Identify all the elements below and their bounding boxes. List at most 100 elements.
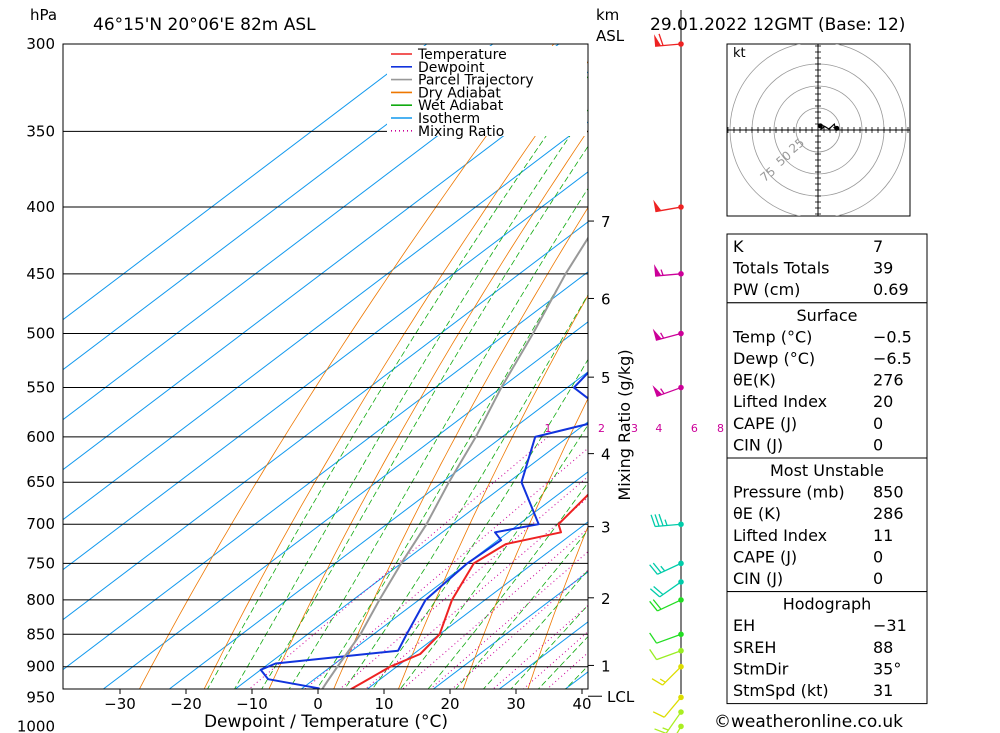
pressure-tick-label: 750 — [26, 554, 55, 572]
wind-barb — [654, 264, 684, 277]
wind-barb — [652, 328, 684, 341]
pressure-tick-label: 400 — [26, 198, 55, 216]
wet-adiabat-line — [371, 358, 588, 689]
table-row-value: 850 — [873, 483, 904, 502]
table-row-label: EH — [733, 616, 755, 635]
table-row-value: 0 — [873, 435, 883, 454]
table-row-value: 11 — [873, 526, 893, 545]
asl-unit-label: ASL — [596, 27, 625, 45]
legend-entry: Parcel Trajectory — [418, 73, 534, 89]
table-row-value: 88 — [873, 638, 893, 657]
temperature-line — [349, 493, 588, 689]
legend-entry: Mixing Ratio — [418, 124, 504, 140]
wind-barb — [652, 694, 684, 718]
km-tick-label: 2 — [601, 590, 611, 608]
isotherm-line — [168, 371, 588, 689]
hpa-unit-label: hPa — [30, 6, 57, 24]
diagram-grid — [63, 44, 1000, 733]
temp-tick-label: −20 — [170, 695, 202, 713]
wind-barb — [649, 631, 684, 644]
wet-adiabat-line — [207, 75, 588, 689]
wind-barb — [649, 579, 684, 598]
legend-entry: Temperature — [417, 47, 507, 63]
mixing-ratio-label: 6 — [691, 422, 698, 435]
isotherm-line — [63, 271, 588, 671]
wind-barb — [649, 647, 684, 661]
lcl-label: LCL — [607, 688, 635, 706]
isotherm-line — [63, 44, 494, 371]
table-row-value: −31 — [873, 616, 907, 635]
isotherm-line — [63, 44, 428, 321]
most-unstable-table: Most Unstable Pressure (mb) 850 θE (K) 286 Li… — [726, 457, 928, 593]
table-row-label: Lifted Index — [733, 526, 827, 545]
pressure-tick-label: 900 — [26, 658, 55, 676]
indices-table: K 7 Totals Totals 39 PW (cm) 0.69 — [726, 233, 928, 304]
isotherm-line — [432, 571, 588, 689]
wet-adiabat-line — [234, 108, 588, 689]
pressure-tick-label: 350 — [26, 122, 55, 140]
isotherm-line — [366, 521, 588, 689]
isotherm-line — [63, 44, 560, 421]
mixing-ratio-label: 3 — [631, 422, 638, 435]
legend-entry: Wet Adiabat — [418, 98, 504, 114]
datetime-title: 29.01.2022 12GMT (Base: 12) — [650, 15, 905, 35]
wind-barb — [654, 33, 684, 47]
profile-series — [259, 236, 588, 689]
pressure-tick-label: 1000 — [17, 717, 55, 733]
temp-tick-label: 40 — [572, 695, 591, 713]
km-tick-label: 7 — [601, 213, 611, 231]
temp-tick-label: −10 — [236, 695, 268, 713]
temp-tick-label: 0 — [313, 695, 323, 713]
mixing-ratio-line — [339, 475, 588, 689]
surface-table: Surface Temp (°C) −0.5 Dewp (°C) −6.5 θE(K) 27… — [726, 302, 928, 459]
legend-box — [387, 46, 587, 136]
wind-barb — [649, 597, 684, 612]
pressure-tick-label: 600 — [26, 428, 55, 446]
pressure-tick-label: 850 — [26, 625, 55, 643]
wind-barb — [653, 199, 684, 213]
mixing-ratio-line — [364, 496, 588, 689]
table-row-label: Lifted Index — [733, 392, 827, 411]
table-title: Most Unstable — [770, 461, 884, 480]
km-tick-label: 4 — [601, 446, 611, 464]
wind-barb — [649, 560, 684, 575]
isotherm-line — [63, 221, 588, 621]
legend-entry: Isotherm — [418, 111, 480, 127]
mixing-ratio-label: 4 — [655, 422, 662, 435]
table-row-label: CIN (J) — [733, 435, 783, 454]
table-title: Surface — [797, 306, 858, 325]
wind-barb — [652, 384, 684, 398]
parcel-trajectory-line — [321, 236, 588, 689]
table-row-value: −0.5 — [873, 327, 912, 346]
km-tick-label: 3 — [601, 519, 611, 537]
table-row-value: 0.69 — [873, 280, 909, 299]
pressure-tick-label: 800 — [26, 591, 55, 609]
temp-tick-label: 30 — [506, 695, 525, 713]
km-tick-label: 5 — [601, 369, 611, 387]
temp-tick-label: 10 — [374, 695, 393, 713]
pressure-tick-label: 450 — [26, 265, 55, 283]
pressure-tick-label: 950 — [26, 688, 55, 706]
copyright[interactable]: ©weatheronline.co.uk — [714, 712, 903, 732]
table-row-value: 286 — [873, 504, 904, 523]
table-row-value: 0 — [873, 414, 883, 433]
table-row-value: 7 — [873, 237, 883, 256]
index-tables: K 7 Totals Totals 39 PW (cm) 0.69 Surface Temp … — [726, 233, 928, 705]
table-row-value: 31 — [873, 681, 893, 700]
table-row-value: 35° — [873, 659, 901, 678]
wind-barb — [650, 513, 684, 528]
table-row-label: SREH — [733, 638, 776, 657]
legend-entry: Dry Adiabat — [418, 85, 501, 101]
isotherm-line — [63, 71, 588, 471]
temp-tick-label: −30 — [104, 695, 136, 713]
dry-adiabat-line — [977, 44, 1000, 733]
pressure-tick-label: 500 — [26, 325, 55, 343]
table-row-label: CAPE (J) — [733, 547, 797, 566]
table-row-label: StmSpd (kt) — [733, 681, 829, 700]
mixing-ratio-label: 1 — [545, 422, 552, 435]
pressure-tick-label: 550 — [26, 379, 55, 397]
pressure-tick-label: 650 — [26, 473, 55, 491]
location-title: 46°15'N 20°06'E 82m ASL — [93, 15, 316, 35]
